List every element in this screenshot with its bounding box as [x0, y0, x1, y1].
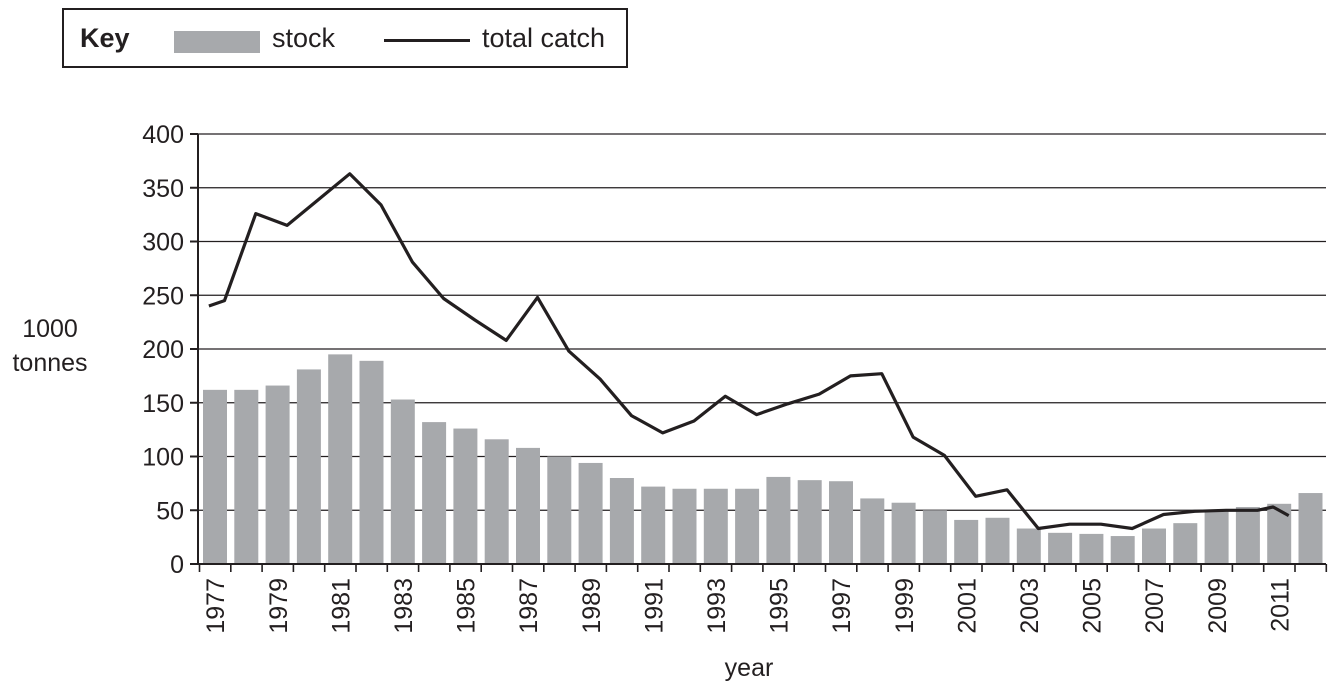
stock-bar — [860, 498, 885, 564]
stock-bar — [672, 488, 697, 564]
stock-bar — [735, 488, 760, 564]
y-tick-label: 350 — [142, 175, 184, 203]
stock-bar — [328, 354, 353, 564]
x-tick-label: 1979 — [265, 578, 293, 634]
y-tick-label: 300 — [142, 229, 184, 257]
stock-bar — [1173, 523, 1198, 564]
stock-bar — [1048, 532, 1073, 564]
stock-bar — [203, 389, 227, 564]
stock-bar — [797, 480, 822, 564]
x-tick-label: 1999 — [891, 578, 919, 634]
stock-bar — [1235, 507, 1260, 564]
stock-bar — [985, 517, 1010, 564]
legend: Key stock total catch — [62, 8, 628, 68]
stock-bar — [1142, 528, 1166, 564]
stock-bar — [516, 447, 540, 564]
x-tick-label: 2003 — [1016, 578, 1044, 634]
stock-bar — [1110, 536, 1135, 564]
stock-bar — [766, 476, 791, 564]
stock-bar — [1267, 503, 1292, 564]
stock-bar — [641, 486, 666, 564]
x-tick-label: 2005 — [1079, 578, 1107, 634]
x-tick-labels: 1977 1979 1981 1983 1985 1987 1989 1991 1993 1995… — [202, 578, 1294, 634]
legend-stock-swatch — [174, 31, 260, 53]
legend-title: Key — [80, 23, 130, 53]
stock-bar — [578, 462, 603, 564]
stock-bar — [829, 481, 853, 564]
x-tick-label: 2001 — [953, 578, 981, 634]
x-tick-label: 1997 — [828, 578, 856, 634]
x-tick-label: 1985 — [453, 578, 481, 634]
x-tick-label: 1981 — [327, 578, 355, 634]
stock-bar — [891, 502, 916, 564]
y-tick-label: 400 — [142, 121, 184, 149]
stock-bar — [359, 360, 384, 564]
x-tick-label: 2007 — [1141, 578, 1169, 634]
x-tick-label: 1989 — [578, 578, 606, 634]
y-axis-label-line-1: 1000 — [22, 315, 78, 343]
y-tick-label: 0 — [170, 551, 184, 579]
stock-bar — [484, 439, 509, 564]
total-catch-line — [208, 172, 1290, 531]
legend-stock-label: stock — [272, 23, 336, 53]
stock-bar — [609, 478, 634, 564]
stock-bar — [234, 389, 259, 564]
stock-bar — [547, 456, 572, 564]
stock-bar — [1016, 528, 1041, 564]
stock-bar — [922, 510, 947, 564]
x-tick-label: 2009 — [1204, 578, 1232, 634]
stock-bar — [265, 385, 290, 564]
stock-bar — [703, 488, 728, 564]
y-axis-label-line-2: tonnes — [12, 349, 88, 377]
legend-catch-label: total catch — [482, 23, 606, 53]
stock-bar — [954, 519, 979, 564]
x-tick-label: 1983 — [390, 578, 418, 634]
x-tick-label: 1987 — [515, 578, 543, 634]
x-tick-label: 1993 — [703, 578, 731, 634]
y-tick-label: 50 — [156, 497, 184, 525]
y-tick-label: 200 — [142, 336, 184, 364]
stock-bar — [296, 369, 321, 564]
x-axis-label: year — [725, 654, 774, 682]
legend-catch-swatch — [384, 39, 470, 42]
stock-bar — [1204, 511, 1229, 564]
axes — [190, 133, 1328, 572]
stock-bar — [1298, 493, 1323, 564]
stock-bar — [390, 399, 415, 564]
stock-bar — [422, 422, 447, 564]
x-tick-label: 1977 — [202, 578, 230, 634]
y-tick-label: 150 — [142, 390, 184, 418]
y-axis-label: 1000 tonnes — [0, 312, 100, 380]
y-tick-label: 250 — [142, 282, 184, 310]
x-tick-label: 2011 — [1266, 578, 1294, 632]
stock-bars — [203, 354, 1323, 564]
stock-bar — [453, 428, 478, 564]
y-tick-label: 100 — [142, 444, 184, 472]
y-tick-labels: 0 50 100 150 200 250 300 350 400 — [142, 121, 184, 579]
gridlines — [198, 133, 1326, 511]
x-tick-label: 1995 — [766, 578, 794, 634]
x-tick-label: 1991 — [640, 578, 668, 634]
stock-bar — [1079, 533, 1104, 564]
